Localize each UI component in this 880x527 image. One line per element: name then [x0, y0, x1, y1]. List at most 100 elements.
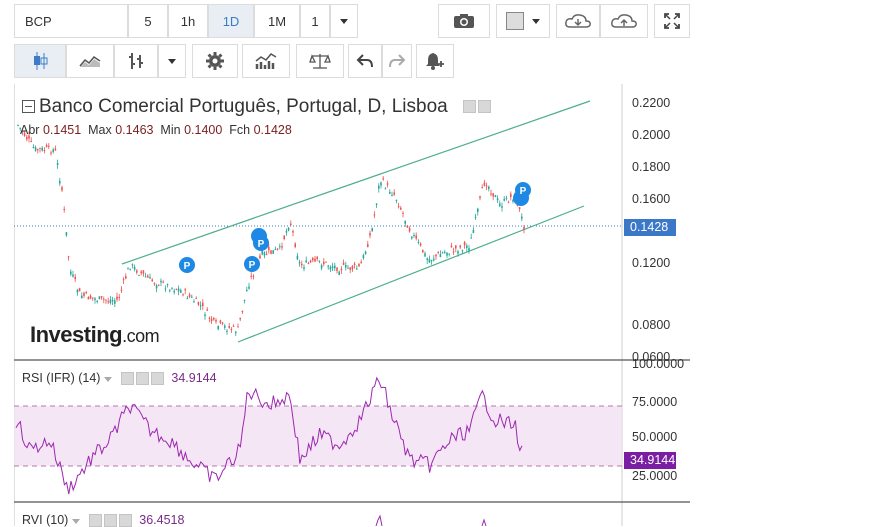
candle-body — [400, 207, 402, 210]
candle-body — [485, 185, 488, 187]
event-marker[interactable]: P — [513, 182, 531, 206]
collapse-icon[interactable] — [22, 100, 35, 113]
close-icon[interactable] — [151, 372, 165, 386]
candle-body — [470, 237, 472, 239]
candle-body — [122, 279, 125, 281]
candle-body — [444, 251, 446, 254]
event-marker[interactable]: P — [251, 228, 269, 251]
candle-body — [316, 256, 318, 259]
settings-icon[interactable] — [104, 514, 118, 527]
candle-body — [208, 317, 211, 319]
price-axis-label: 0.0600 — [632, 350, 671, 364]
candle-body — [100, 296, 103, 298]
interval-1h[interactable]: 1h — [168, 4, 208, 38]
count-dropdown[interactable] — [330, 4, 358, 38]
candlestick-icon — [34, 52, 48, 70]
candle-body — [386, 183, 389, 185]
candle-body — [261, 250, 263, 255]
candle-body — [331, 266, 334, 269]
candle-body — [32, 147, 35, 149]
candle-body — [177, 288, 180, 292]
candle-body — [364, 251, 367, 255]
close-icon[interactable] — [119, 514, 133, 527]
chart-type-dropdown[interactable] — [158, 44, 186, 78]
candle-body — [461, 250, 464, 252]
fullscreen-icon — [664, 13, 680, 29]
settings-button[interactable] — [192, 44, 238, 78]
candle-body — [199, 305, 202, 307]
candles-button[interactable] — [14, 44, 66, 78]
cloud-download-button[interactable] — [556, 4, 600, 38]
interval-1m[interactable]: 1M — [254, 4, 300, 38]
camera-button[interactable] — [438, 4, 490, 38]
indicators-button[interactable] — [242, 44, 290, 78]
candle-body — [406, 225, 409, 228]
event-marker[interactable]: P — [179, 257, 195, 273]
candle-body — [305, 260, 307, 263]
bars-button[interactable] — [114, 44, 158, 78]
candle-body — [153, 283, 156, 285]
candle-body — [180, 290, 182, 293]
candle-body — [505, 197, 508, 199]
undo-button[interactable] — [348, 44, 382, 78]
candle-body — [384, 188, 387, 190]
redo-button[interactable] — [382, 44, 412, 78]
square-icon — [506, 12, 524, 30]
symbol-input[interactable]: BCP — [14, 4, 128, 38]
chevron-down-icon[interactable] — [71, 519, 80, 524]
area-chart-icon — [79, 56, 101, 67]
chart-style-button[interactable] — [496, 4, 550, 38]
compare-button[interactable] — [296, 44, 344, 78]
candle-body — [94, 298, 96, 301]
rsi-axis-label: 100.0000 — [632, 357, 685, 371]
candle-body — [37, 149, 39, 151]
candle-body — [171, 287, 173, 289]
visibility-icon[interactable] — [121, 372, 135, 386]
candle-body — [197, 301, 200, 305]
count-input[interactable]: 1 — [300, 4, 330, 38]
price-axis-label: 0.2200 — [632, 96, 671, 110]
settings-icon[interactable] — [478, 100, 491, 114]
candle-body — [347, 267, 349, 269]
candle-body — [334, 265, 336, 269]
alert-button[interactable] — [416, 44, 454, 78]
indicators-icon — [255, 53, 277, 69]
candle-body — [501, 206, 503, 208]
visibility-icon[interactable] — [463, 100, 476, 114]
candle-body — [252, 275, 255, 277]
candle-body — [314, 258, 316, 262]
chevron-down-icon[interactable] — [103, 377, 112, 382]
candle-body — [279, 246, 281, 248]
visibility-icon[interactable] — [89, 514, 103, 527]
candle-body — [351, 265, 354, 270]
candle-body — [318, 260, 321, 262]
candle-body — [481, 187, 483, 189]
candle-body — [393, 192, 395, 195]
settings-icon[interactable] — [136, 372, 150, 386]
candle-body — [327, 265, 329, 267]
candle-body — [419, 243, 422, 246]
interval-5[interactable]: 5 — [128, 4, 168, 38]
candle-body — [74, 276, 76, 280]
candle-body — [160, 280, 162, 283]
interval-1d[interactable]: 1D — [208, 4, 254, 38]
candle-body — [151, 279, 153, 282]
candle-body — [129, 268, 131, 270]
candle-body — [98, 296, 101, 300]
line-chart-button[interactable] — [66, 44, 114, 78]
cloud-upload-button[interactable] — [600, 4, 648, 38]
candle-body — [155, 285, 158, 289]
candle-body — [371, 228, 373, 232]
candle-body — [336, 267, 338, 271]
event-marker[interactable]: P — [244, 256, 260, 272]
candle-body — [96, 301, 98, 303]
candle-body — [312, 257, 314, 261]
chart-area[interactable] — [14, 84, 690, 526]
candle-body — [239, 317, 241, 320]
candle-body — [56, 163, 59, 165]
candle-body — [358, 263, 360, 267]
candle-body — [408, 228, 411, 232]
fullscreen-button[interactable] — [654, 4, 690, 38]
candle-body — [219, 320, 222, 323]
